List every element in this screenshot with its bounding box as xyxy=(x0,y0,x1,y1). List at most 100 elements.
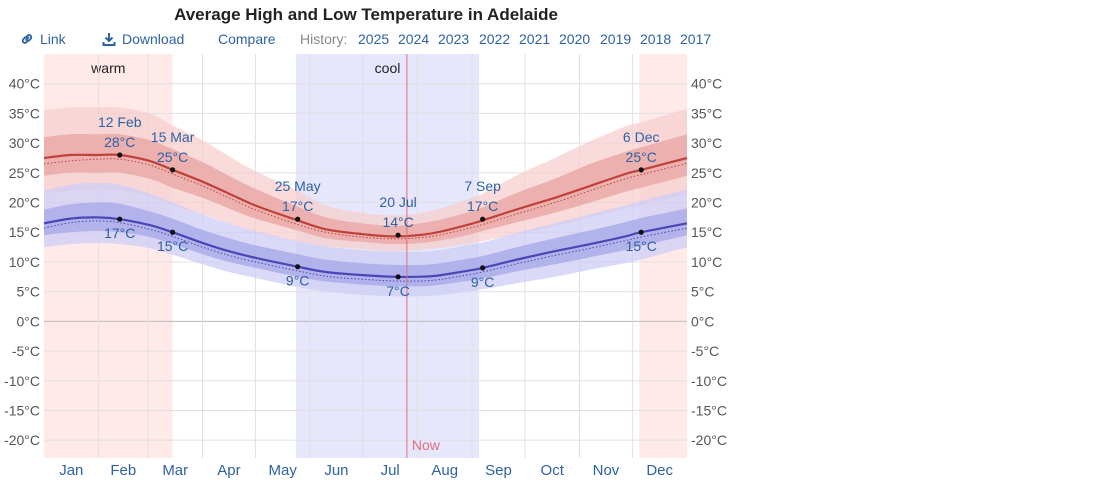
y-tick-label-left: 20°C xyxy=(9,195,40,211)
y-tick-label-right: -20°C xyxy=(691,432,727,448)
y-tick-label-right: 30°C xyxy=(691,135,722,151)
annotation-value: 7°C xyxy=(386,283,410,299)
link-label: Link xyxy=(40,31,66,47)
y-tick-label-left: -5°C xyxy=(12,343,40,359)
download-button[interactable]: Download xyxy=(102,31,184,47)
annotation-point xyxy=(295,264,301,270)
annotation-point xyxy=(638,167,644,173)
y-tick-label-right: -10°C xyxy=(691,373,727,389)
month-label: Aug xyxy=(431,462,458,479)
month-label: Apr xyxy=(217,462,240,479)
download-label: Download xyxy=(122,31,185,47)
annotation-value: 25°C xyxy=(626,149,657,165)
annotation-point xyxy=(395,232,401,238)
annotation-value: 9°C xyxy=(471,274,495,290)
annotation-value: 17°C xyxy=(282,198,313,214)
annotation-date: 20 Jul xyxy=(379,194,416,210)
annotation-value: 17°C xyxy=(104,225,135,241)
y-tick-label-right: 35°C xyxy=(691,105,722,121)
y-tick-label-left: 25°C xyxy=(9,165,40,181)
annotation-point xyxy=(480,216,486,222)
month-label: Mar xyxy=(162,462,188,479)
link-icon xyxy=(21,34,33,44)
history-year-2024[interactable]: 2024 xyxy=(398,31,430,47)
history-year-2018[interactable]: 2018 xyxy=(640,31,672,47)
y-tick-label-left: 40°C xyxy=(9,76,40,92)
y-tick-label-left: -10°C xyxy=(4,373,40,389)
history-year-2019[interactable]: 2019 xyxy=(600,31,632,47)
month-label: Dec xyxy=(646,462,673,479)
y-tick-label-right: 20°C xyxy=(691,195,722,211)
percentile-bands xyxy=(44,107,687,297)
compare-button[interactable]: Compare xyxy=(218,31,276,47)
annotation-value: 25°C xyxy=(157,149,188,165)
month-label: Jul xyxy=(381,462,400,479)
month-label: Sep xyxy=(485,462,512,479)
y-tick-label-right: 25°C xyxy=(691,165,722,181)
chart-title: Average High and Low Temperature in Adel… xyxy=(174,5,558,24)
annotation-point xyxy=(170,229,176,235)
high-band-p25-p75 xyxy=(44,133,687,245)
annotation-date: 6 Dec xyxy=(623,129,660,145)
y-tick-label-left: 15°C xyxy=(9,224,40,240)
month-label: Oct xyxy=(541,462,565,479)
annotation-date: 12 Feb xyxy=(98,114,142,130)
month-label: May xyxy=(269,462,298,479)
history-year-2020[interactable]: 2020 xyxy=(559,31,591,47)
low-dotted-line xyxy=(43,220,688,282)
annotation-point xyxy=(638,229,644,235)
annotations: 12 Feb 28°C 15 Mar 25°C 25 May 17°C 20 Jul 14°C… xyxy=(98,114,660,299)
high-mean-line xyxy=(43,153,688,238)
y-tick-label-left: -20°C xyxy=(4,432,40,448)
high-dotted-line xyxy=(43,158,688,240)
now-label: Now xyxy=(412,437,441,453)
annotation-value: 28°C xyxy=(104,134,135,150)
y-tick-label-right: 0°C xyxy=(691,313,715,329)
y-tick-label-right: -15°C xyxy=(691,402,727,418)
season-label-warm: warm xyxy=(90,60,125,76)
y-tick-label-right: 10°C xyxy=(691,254,722,270)
annotation-date: 25 May xyxy=(275,178,321,194)
y-tick-label-left: 35°C xyxy=(9,105,40,121)
y-tick-label-right: -5°C xyxy=(691,343,719,359)
annotation-point xyxy=(480,265,486,271)
y-tick-label-left: 0°C xyxy=(17,313,41,329)
low-mean-line xyxy=(43,216,688,279)
y-tick-label-left: 30°C xyxy=(9,135,40,151)
now-marker: Now xyxy=(406,54,441,458)
history-year-2025[interactable]: 2025 xyxy=(358,31,390,47)
annotation-point xyxy=(170,167,176,173)
annotation-point xyxy=(295,216,301,222)
low-band-p25-p75 xyxy=(44,202,687,287)
month-label: Jan xyxy=(59,462,83,479)
download-icon xyxy=(102,33,116,46)
history-year-2022[interactable]: 2022 xyxy=(479,31,511,47)
y-tick-label-right: 15°C xyxy=(691,224,722,240)
history-year-2017[interactable]: 2017 xyxy=(680,31,712,47)
history-label: History: xyxy=(300,31,348,47)
link-button[interactable]: Link xyxy=(20,31,66,47)
y-tick-label-left: 10°C xyxy=(9,254,40,270)
annotation-point xyxy=(117,152,123,158)
annotation-value: 15°C xyxy=(626,238,657,254)
compare-label: Compare xyxy=(218,31,276,47)
history-year-2023[interactable]: 2023 xyxy=(438,31,470,47)
y-tick-label-right: 5°C xyxy=(691,284,715,300)
month-label: Nov xyxy=(593,462,620,479)
y-tick-label-left: 5°C xyxy=(17,284,41,300)
annotation-value: 9°C xyxy=(286,273,310,289)
month-label: Feb xyxy=(110,462,136,479)
season-label-cool: cool xyxy=(375,60,401,76)
month-label: Jun xyxy=(324,462,348,479)
annotation-point xyxy=(395,274,401,280)
annotation-value: 17°C xyxy=(467,198,498,214)
annotation-date: 7 Sep xyxy=(464,178,501,194)
annotation-value: 14°C xyxy=(382,214,413,230)
series-lines xyxy=(43,153,688,282)
axis-labels: 40°C 40°C 35°C 35°C 30°C 30°C 25°C 25°C 20°C 20°C… xyxy=(4,76,727,479)
y-tick-label-right: 40°C xyxy=(691,76,722,92)
history-year-2021[interactable]: 2021 xyxy=(519,31,551,47)
annotation-date: 15 Mar xyxy=(151,129,195,145)
annotation-value: 15°C xyxy=(157,238,188,254)
